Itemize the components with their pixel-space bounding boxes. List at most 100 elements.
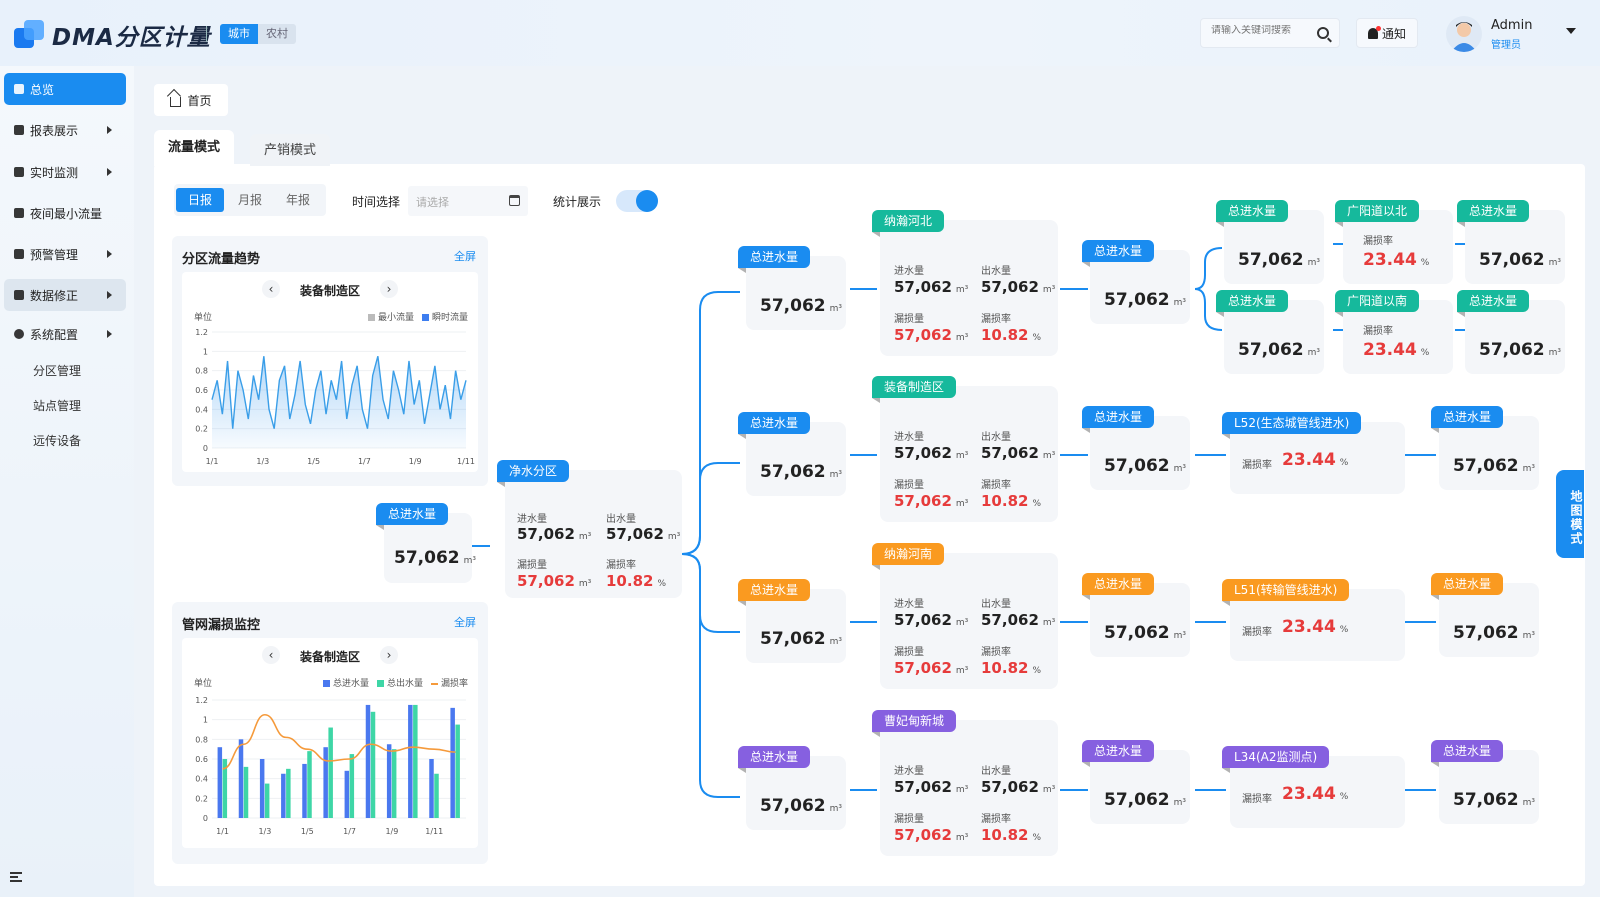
sidebar-subitem-stations[interactable]: 站点管理 [33, 399, 82, 413]
period-monthly[interactable]: 月报 [237, 193, 262, 207]
node-tag: 总进水量 [1431, 406, 1504, 433]
sub-zone-node[interactable]: 广阳道以北 漏损率 23.44% [1335, 200, 1453, 284]
node-tag: 总进水量 [1216, 200, 1289, 227]
chevron-right-icon[interactable]: › [380, 646, 398, 664]
period-yearly[interactable]: 年报 [285, 193, 310, 207]
total-in-node[interactable]: 总进水量 57,062 m³ [1216, 290, 1324, 374]
map-mode-button[interactable]: 地图模式 [1556, 470, 1584, 558]
trend-chart: 0 0.2 0.4 0.6 0.8 1 1.2 1/1 1/3 1/5 1/7 1/9 1/11 [195, 328, 475, 466]
bar-总出水量 [328, 727, 333, 818]
bar-总进水量 [259, 759, 265, 818]
total-in-node[interactable]: 总进水量 57,062 m³ [1216, 200, 1324, 284]
sub-zone-node[interactable]: L52(生态城管线进水) 漏损率 23.44% [1222, 412, 1405, 494]
y-tick-label: 0.6 [195, 755, 208, 764]
notification-button[interactable]: 通知 [1356, 18, 1418, 48]
trend-fullscreen-link[interactable]: 全屏 [454, 250, 476, 263]
total-in-node[interactable]: 总进水量 57,062 m³ [738, 246, 846, 330]
tab-sales-mode[interactable]: 产销模式 [250, 134, 330, 166]
sidebar-item-reports[interactable]: 报表展示 [4, 114, 126, 146]
total-in-node[interactable]: 总进水量 57,062 m³ [1082, 240, 1190, 324]
legend-item: 最小流量 [367, 310, 414, 323]
leak-card: 管网漏损监控 全屏 ‹ 装备制造区 › 单位 总进水量 总出水量 漏损率 0 0.… [172, 602, 488, 864]
bar-总进水量 [408, 704, 413, 818]
sidebar-subitem-devices[interactable]: 远传设备 [33, 434, 82, 448]
node-tag: 纳瀚河北 [872, 210, 945, 237]
sidebar-item-settings[interactable]: 系统配置 [4, 318, 126, 350]
sidebar-item-night-flow[interactable]: 夜间最小流量 [4, 197, 126, 229]
total-in-node[interactable]: 总进水量 57,062 m³ [1082, 573, 1190, 657]
loss-rate-value: 23.44% [1363, 250, 1430, 270]
period-switch: 日报 月报 年报 [174, 184, 326, 216]
total-in-node[interactable]: 总进水量 57,062 m³ [738, 412, 846, 496]
loss-value: 57,062 m³ [894, 826, 969, 844]
bar-总进水量 [386, 744, 392, 818]
loss-rate-label: 漏损率 [981, 647, 1011, 658]
zone-node[interactable]: 纳瀚河北 进水量 出水量 57,062 m³ 57,062 m³ 漏损量 漏损率 5… [872, 210, 1058, 356]
zone-node[interactable]: 曹妃甸新城 进水量 出水量 57,062 m³ 57,062 m³ 漏损量 漏损率 … [872, 710, 1058, 856]
node-tag: 总进水量 [738, 246, 811, 273]
sidebar-item-overview[interactable]: 总览 [4, 73, 126, 105]
period-daily[interactable]: 日报 [176, 188, 224, 212]
zone-node[interactable]: 纳瀚河南 进水量 出水量 57,062 m³ 57,062 m³ 漏损量 漏损率 5… [872, 543, 1058, 689]
loss-rate-value: 10.82% [981, 826, 1042, 844]
sidebar-subitem-zones[interactable]: 分区管理 [33, 364, 82, 378]
root-total-in-node[interactable]: 总进水量 57,062 m³ [376, 503, 476, 583]
sidebar-item-label: 总览 [30, 82, 55, 97]
date-picker[interactable]: 请选择 [408, 186, 528, 216]
night-flow-icon [14, 208, 24, 218]
total-in-node[interactable]: 总进水量 57,062 m³ [1431, 573, 1539, 657]
trend-legend: 最小流量 瞬时流量 [367, 310, 468, 323]
breadcrumb-home[interactable]: 首页 [154, 84, 228, 116]
node-value: 57,062 m³ [1104, 456, 1186, 476]
avatar[interactable] [1446, 16, 1482, 52]
zone-node-root[interactable]: 净水分区 进水量 出水量 57,062 m³ 57,062 m³ 漏损量 漏损率 5… [497, 460, 682, 598]
node-value: 57,062 m³ [1453, 790, 1535, 810]
chip-city[interactable]: 城市 [220, 24, 258, 44]
loss-value: 57,062 m³ [894, 326, 969, 344]
leak-fullscreen-link[interactable]: 全屏 [454, 616, 476, 629]
y-tick-label: 0.4 [195, 405, 208, 414]
chevron-right-icon[interactable]: › [380, 280, 398, 298]
y-tick-label: 0.8 [195, 735, 208, 744]
sidebar-item-data-correction[interactable]: 数据修正 [4, 279, 126, 311]
loss-rate-value: 10.82% [981, 326, 1042, 344]
loss-rate-label: 漏损率 [1363, 236, 1393, 247]
calendar-icon [509, 195, 520, 206]
tab-flow-mode[interactable]: 流量模式 [154, 130, 234, 166]
legend-item: 瞬时流量 [421, 310, 468, 323]
y-tick-label: 0.2 [195, 794, 208, 803]
y-tick-label: 0 [203, 444, 208, 453]
total-in-node[interactable]: 总进水量 57,062 m³ [1082, 740, 1190, 824]
loss-value: 57,062 m³ [894, 492, 969, 510]
search-input[interactable] [1211, 25, 1321, 36]
chevron-down-icon[interactable] [1566, 28, 1576, 34]
total-in-node[interactable]: 总进水量 57,062 m³ [738, 579, 846, 663]
node-tag: 总进水量 [1457, 290, 1530, 317]
total-in-node[interactable]: 总进水量 57,062 m³ [1457, 290, 1565, 374]
sub-zone-node[interactable]: 广阳道以南 漏损率 23.44% [1335, 290, 1453, 374]
legend-item: 总出水量 [376, 676, 423, 689]
chevron-left-icon[interactable]: ‹ [262, 646, 280, 664]
zone-node[interactable]: 装备制造区 进水量 出水量 57,062 m³ 57,062 m³ 漏损量 漏损率 … [872, 376, 1058, 522]
node-tag: 总进水量 [1216, 290, 1289, 317]
collapse-menu-icon[interactable] [10, 872, 22, 882]
stat-display-toggle[interactable] [616, 190, 658, 212]
total-in-node[interactable]: 总进水量 57,062 m³ [1431, 740, 1539, 824]
sidebar-item-monitor[interactable]: 实时监测 [4, 156, 126, 188]
total-in-node[interactable]: 总进水量 57,062 m³ [1082, 406, 1190, 490]
node-tag: 总进水量 [738, 412, 811, 439]
total-in-node[interactable]: 总进水量 57,062 m³ [1457, 200, 1565, 284]
sub-zone-node[interactable]: L51(转输管线进水) 漏损率 23.44% [1222, 579, 1405, 661]
chip-rural[interactable]: 农村 [266, 27, 288, 40]
total-in-node[interactable]: 总进水量 57,062 m³ [738, 746, 846, 830]
node-tag: 总进水量 [376, 503, 449, 530]
sidebar-item-alerts[interactable]: 预警管理 [4, 238, 126, 270]
outflow-label: 出水量 [981, 766, 1011, 777]
sub-zone-node[interactable]: L34(A2监测点) 漏损率 23.44% [1222, 746, 1405, 828]
total-in-node[interactable]: 总进水量 57,062 m³ [1431, 406, 1539, 490]
chevron-left-icon[interactable]: ‹ [262, 280, 280, 298]
bell-icon [1367, 25, 1381, 39]
search-icon[interactable] [1317, 27, 1329, 39]
loss-label: 漏损量 [894, 480, 924, 491]
x-tick-label: 1/9 [409, 457, 422, 466]
